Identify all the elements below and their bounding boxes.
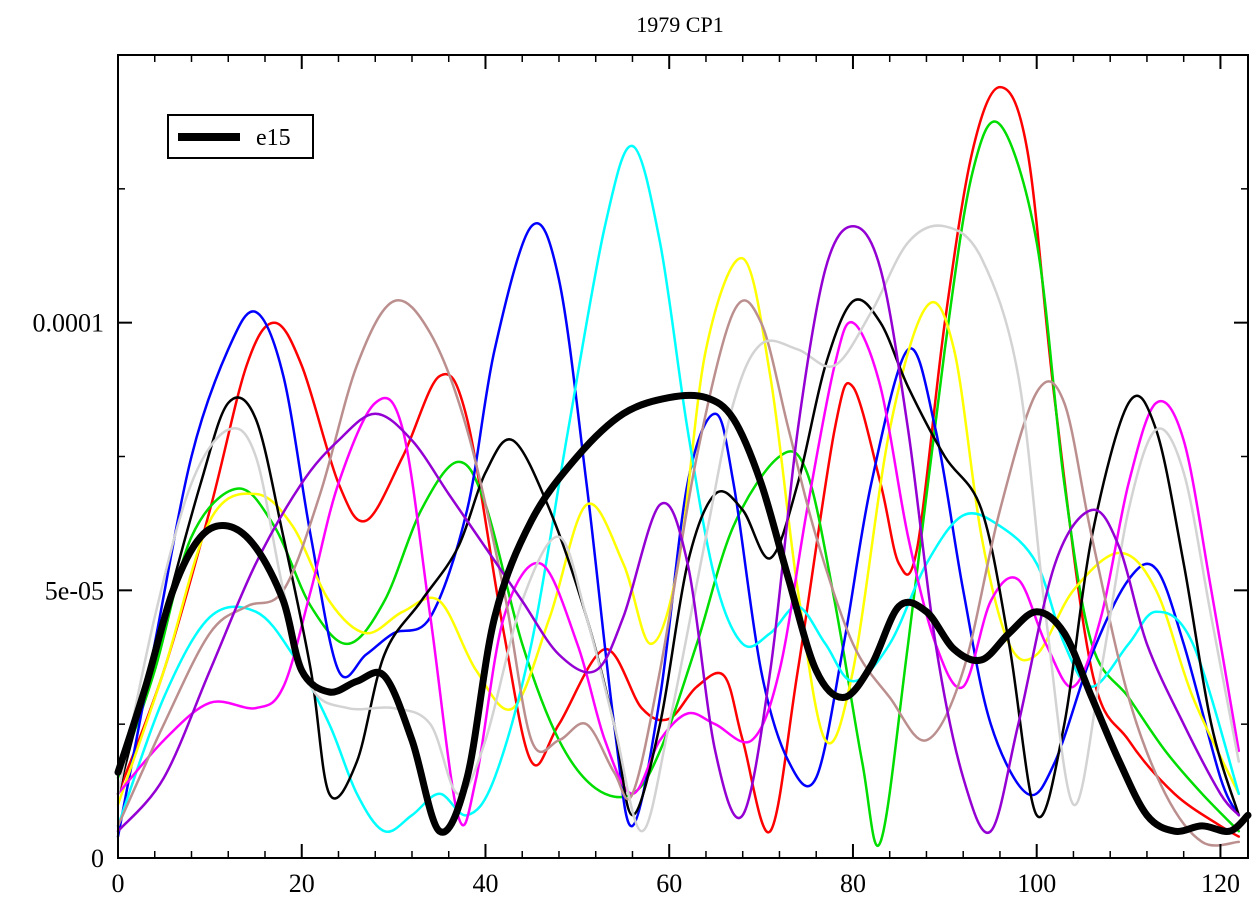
x-tick-label: 100 <box>1017 869 1056 898</box>
x-tick-label: 80 <box>840 869 866 898</box>
legend: e15 <box>167 114 314 159</box>
series-line-6 <box>116 320 1241 827</box>
series-line-e15 <box>114 391 1252 836</box>
series-line-10 <box>116 225 1241 835</box>
series-layer <box>114 85 1252 847</box>
y-tick-label: 0 <box>91 844 104 873</box>
x-tick-label: 40 <box>472 869 498 898</box>
x-tick-label: 120 <box>1201 869 1240 898</box>
x-tick-label: 20 <box>289 869 315 898</box>
series-line-2 <box>116 120 1241 847</box>
legend-box <box>167 114 314 159</box>
plot-frame <box>117 54 1249 859</box>
chart-title: 1979 CP1 <box>636 12 723 37</box>
series-line-8 <box>116 299 1241 847</box>
series-line-1 <box>116 85 1241 838</box>
legend-label-e15: e15 <box>256 125 291 151</box>
x-tick-label: 0 <box>112 869 125 898</box>
y-tick-label: 5e-05 <box>45 576 104 605</box>
series-line-5 <box>116 144 1241 834</box>
y-tick-label: 0.0001 <box>33 309 105 338</box>
x-tick-label: 60 <box>656 869 682 898</box>
axis-layer: 0 20 40 60 80 100 120 0 5e-05 0.0001 <box>33 55 1248 898</box>
